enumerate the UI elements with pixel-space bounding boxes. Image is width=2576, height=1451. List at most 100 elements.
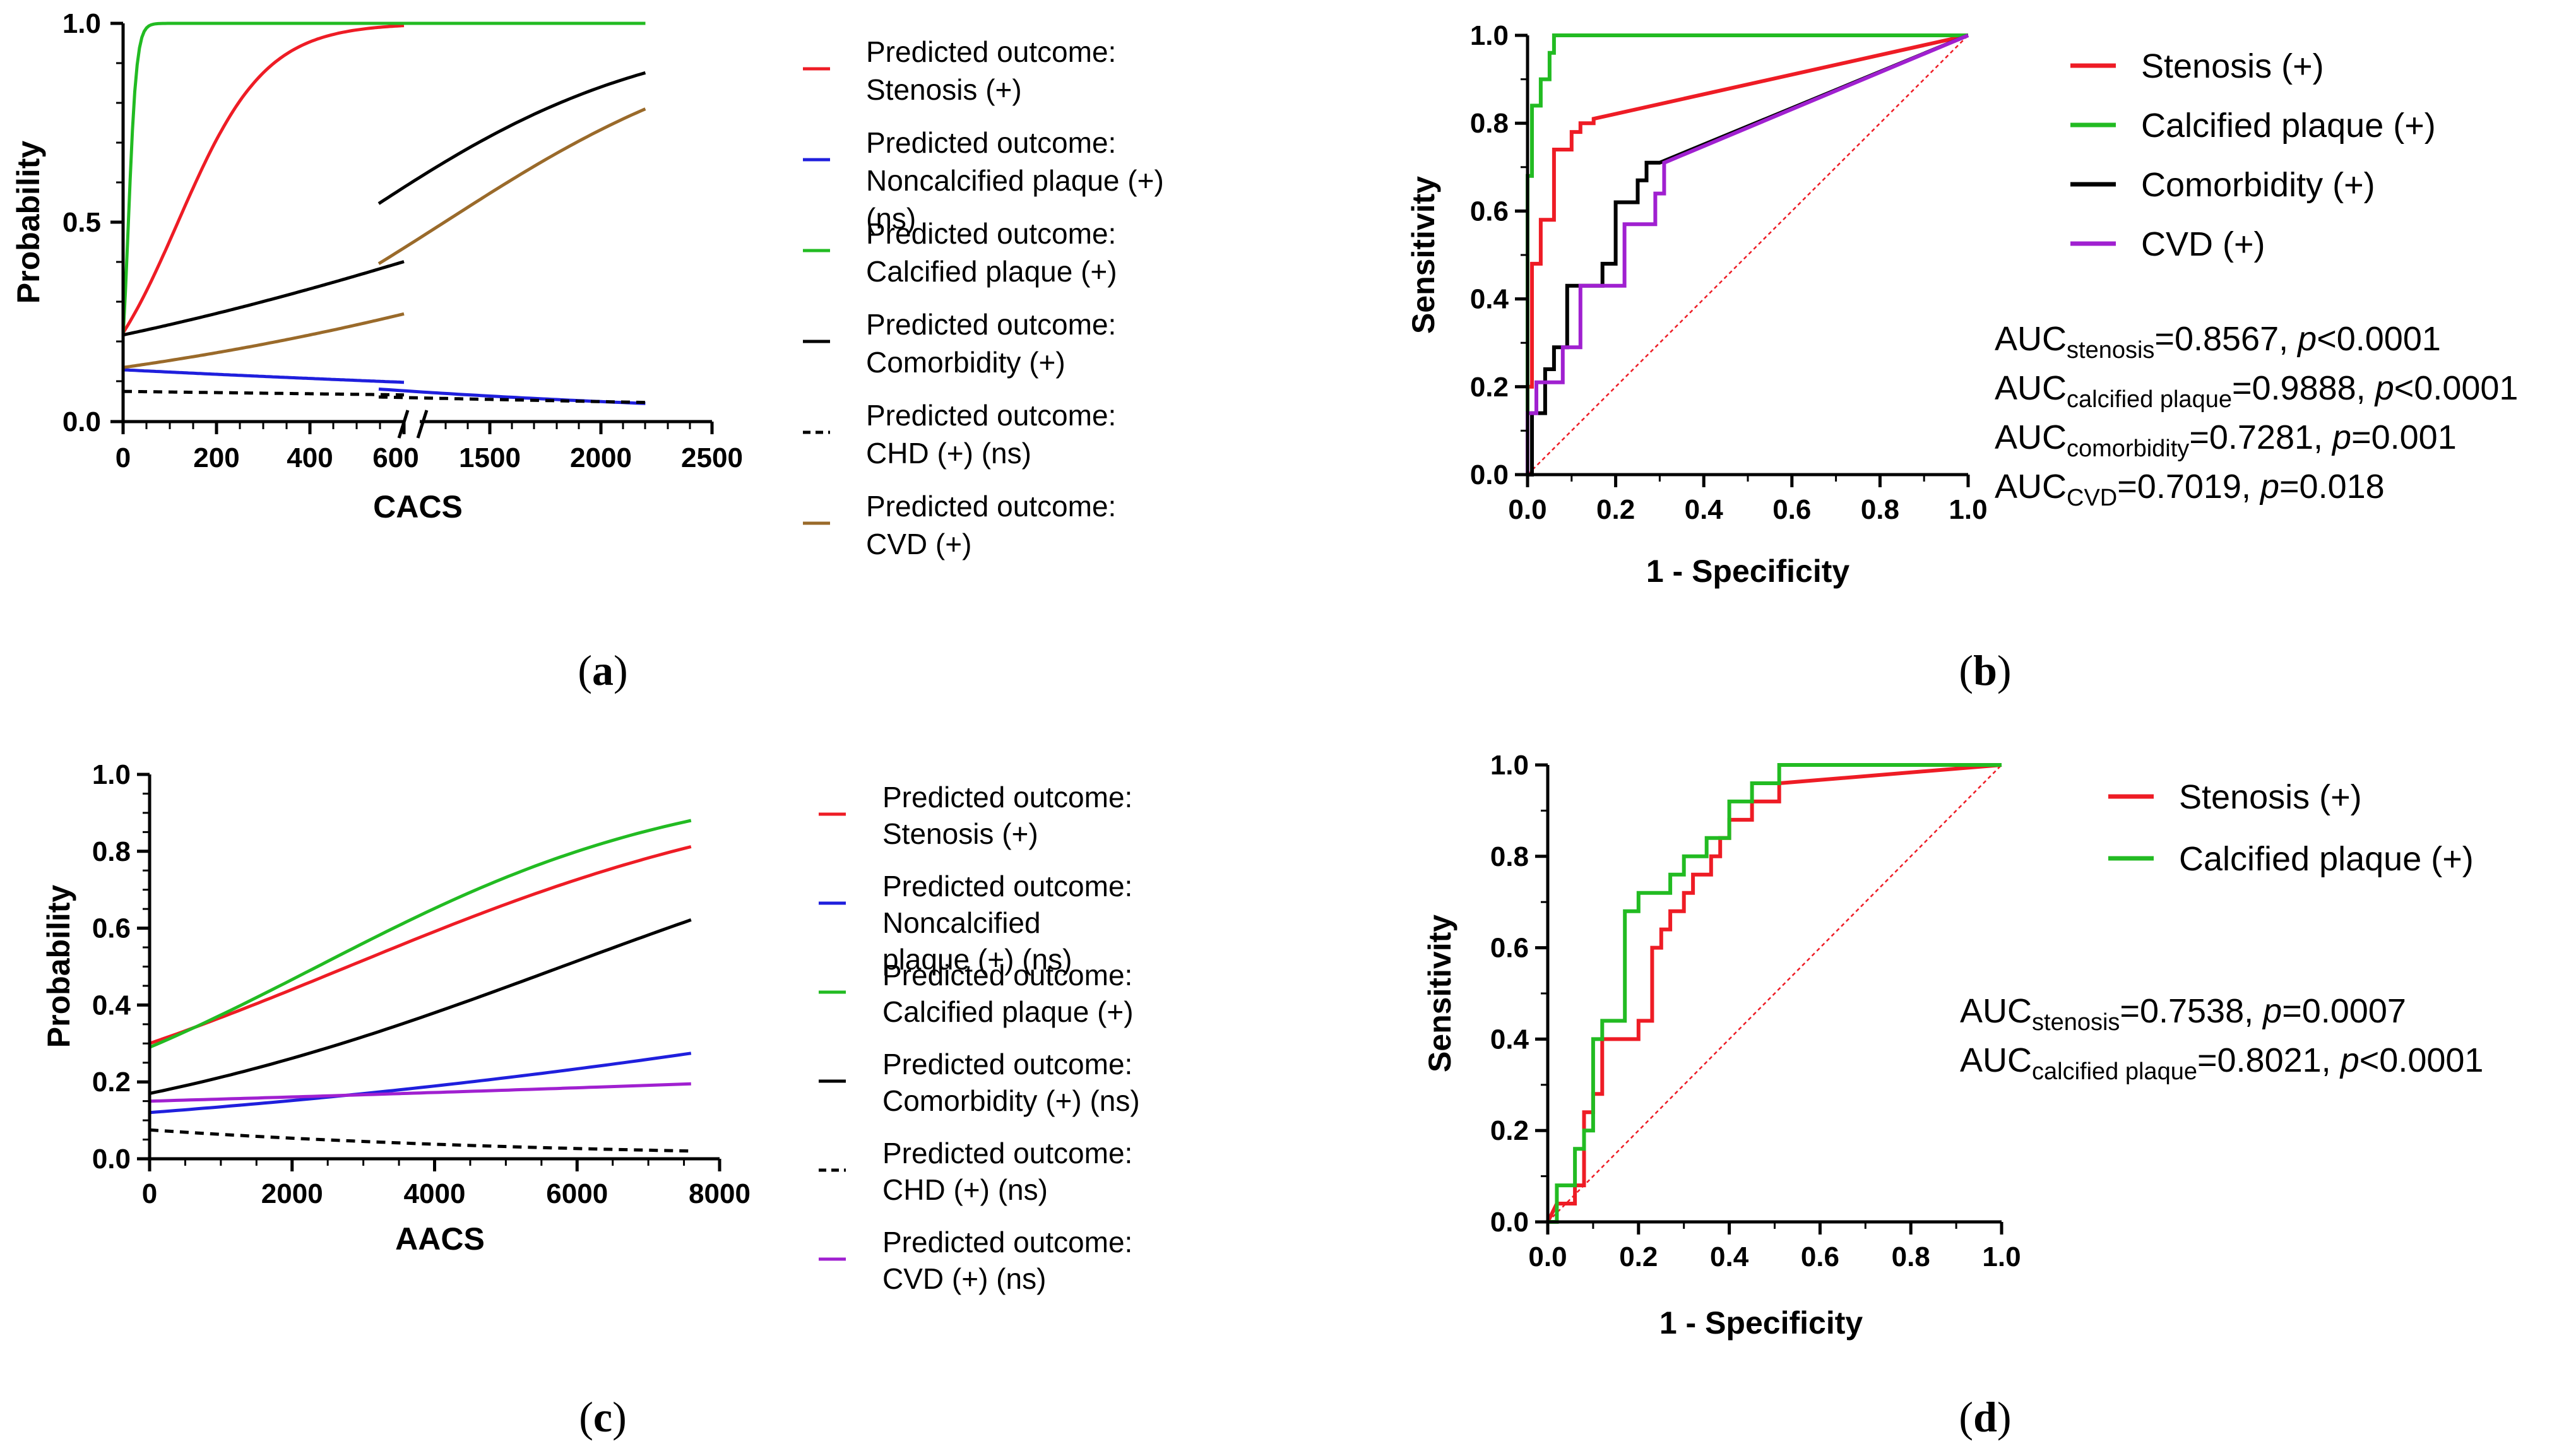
panel-b-auc-text: AUCstenosis=0.8567, p<0.0001 AUCcalcified… <box>1995 320 2518 511</box>
panel-a-series-cvd <box>122 312 405 369</box>
panel-c-legend-label: Predicted outcome: <box>882 781 1132 814</box>
panel-a-x-tick: 2000 <box>570 442 632 473</box>
panel-a-legend-label: Comorbidity (+) <box>866 346 1065 379</box>
panel-b-x-label: 1 - Specificity <box>1646 554 1850 589</box>
panel-a-legend-label: Predicted outcome: <box>866 490 1116 523</box>
panel-d-y-tick: 0.6 <box>1490 933 1529 964</box>
panel-b-y-tick: 0.8 <box>1470 108 1509 139</box>
panel-b-y-tick: 0.0 <box>1470 459 1509 490</box>
panel-a-series-comorbidity-right <box>377 71 646 205</box>
panel-b-y-tick: 0.6 <box>1470 196 1509 227</box>
panel-b-x-tick: 0.2 <box>1596 494 1635 525</box>
panel-b-x-tick: 0.6 <box>1772 494 1811 525</box>
panel-d-legend-label: Calcified plaque (+) <box>2179 840 2474 878</box>
panel-c-curves <box>149 819 692 1153</box>
panel-a-y-tick: 0.5 <box>62 207 101 238</box>
panel-c-y-tick: 1.0 <box>92 759 131 790</box>
panel-a-series-stenosis <box>121 24 405 334</box>
panel-c-legend-label: CHD (+) (ns) <box>882 1173 1048 1206</box>
panel-d-x-tick: 0.0 <box>1528 1241 1567 1272</box>
panel-c-x-tick: 8000 <box>689 1178 751 1209</box>
panel-b-chart: 0.0 0.0 0.2 0.2 0.4 0.4 0.6 0.6 0.8 0.8 1.0 1.0 1 -… <box>1406 20 2518 694</box>
panel-a-series-noncalcified-plaque <box>122 368 405 384</box>
panel-b-y-tick: 0.4 <box>1470 284 1509 315</box>
panel-a-x-tick: 400 <box>287 442 333 473</box>
panel-d-x-tick: 0.6 <box>1801 1241 1839 1272</box>
panel-d-x-tick: 1.0 <box>1982 1241 2021 1272</box>
panel-c-legend-label: plaque (+) (ns) <box>882 943 1072 976</box>
panel-a-legend-label: Predicted outcome: <box>866 399 1116 432</box>
panel-c-legend-label: Predicted outcome: <box>882 870 1132 903</box>
panel-b-legend-label: Comorbidity (+) <box>2141 166 2375 204</box>
panel-a-series-comorbidity <box>122 260 405 337</box>
panel-c-y-tick: 0.4 <box>92 990 131 1021</box>
panel-c-series-stenosis <box>149 845 692 1045</box>
panel-a-legend-label: Predicted outcome: <box>866 126 1116 159</box>
panel-a-chart: 1.0 0.5 0.0 0 200 400 600 1500 <box>11 8 1164 694</box>
panel-b-x-tick: 0.4 <box>1685 494 1724 525</box>
panel-a-legend-label: Noncalcified plaque (+) <box>866 164 1164 197</box>
panel-d-x-tick: 0.2 <box>1619 1241 1658 1272</box>
panel-b-legend-label: Calcified plaque (+) <box>2141 107 2436 145</box>
panel-b-x-tick: 0.0 <box>1508 494 1546 525</box>
panel-d-chart: 0.00.0 0.2 0.2 0.4 0.4 0.6 0.6 0.8 0.8 1.0 1.0 1 -… <box>1422 750 2483 1441</box>
panel-a-series-noncalcified-plaque-right <box>378 388 646 405</box>
panel-b-auc-line: AUCcalcified plaque=0.9888, p<0.0001 <box>1995 369 2518 413</box>
panel-b-auc-line: AUCcomorbidity=0.7281, p=0.001 <box>1995 418 2457 462</box>
panel-a-curves <box>121 21 646 405</box>
panel-c-series-chd-ns <box>149 1128 691 1153</box>
panel-d-curves <box>1546 763 2002 1224</box>
panel-d-roc-calcified-plaque <box>1548 763 2002 1224</box>
panel-d-legend: Stenosis (+) Calcified plaque (+) <box>2108 778 2474 878</box>
panel-c-label: (c) <box>579 1393 627 1441</box>
panel-a-x-tick: 2500 <box>681 442 743 473</box>
panel-c-series-comorbidity-ns <box>149 918 692 1095</box>
panel-c-series-noncalcified-plaque-ns <box>149 1051 692 1115</box>
panel-a-series-chd-ns <box>122 389 405 397</box>
panel-b-y-tick: 1.0 <box>1470 20 1509 51</box>
panel-b-roc-stenosis <box>1526 33 1969 475</box>
panel-a-y-tick: 1.0 <box>62 8 101 39</box>
panel-b-legend-label: CVD (+) <box>2141 225 2265 263</box>
panel-c-x-label: AACS <box>395 1221 485 1257</box>
panel-a-legend: Predicted outcome: Stenosis (+) Predicted … <box>803 35 1164 560</box>
panel-d-auc-text: AUCstenosis=0.7538, p=0.0007 AUCcalcified… <box>1960 992 2483 1085</box>
panel-b-y-tick: 0.2 <box>1470 372 1509 403</box>
panel-c-legend-label: Predicted outcome: <box>882 1226 1132 1259</box>
panel-a-y-label: Probability <box>11 141 46 304</box>
panel-a-legend-label: Predicted outcome: <box>866 217 1116 250</box>
panel-c-chart: 0.0 0.2 0.4 0.6 0.8 1.0 0 2000 4000 6000 8000 AACS… <box>41 759 1140 1441</box>
panel-d-auc-line: AUCcalcified plaque=0.8021, p<0.0001 <box>1960 1041 2483 1085</box>
panel-a-x-tick: 600 <box>372 442 418 473</box>
panel-b-x-tick: 1.0 <box>1949 494 1987 525</box>
panel-c-y-tick: 0.6 <box>92 913 131 944</box>
panel-d-y-label: Sensitivity <box>1422 915 1457 1072</box>
panel-c-x-tick: 6000 <box>546 1178 608 1209</box>
panel-a-legend-label: CVD (+) <box>866 528 971 560</box>
panel-d-auc-line: AUCstenosis=0.7538, p=0.0007 <box>1960 992 2406 1036</box>
panel-b-roc-calcified-plaque <box>1526 33 1968 475</box>
panel-c-legend-label: Stenosis (+) <box>882 817 1038 850</box>
panel-d-y-tick: 0.8 <box>1490 841 1529 872</box>
panel-c-y-label: Probability <box>41 885 76 1048</box>
panel-c-legend-label: Predicted outcome: <box>882 1048 1132 1081</box>
panel-d-label: (d) <box>1959 1393 2011 1441</box>
panel-b-roc-cvd <box>1526 33 1969 475</box>
panel-a-legend-label: CHD (+) (ns) <box>866 437 1031 470</box>
panel-b-label: (b) <box>1959 646 2011 694</box>
panel-b-legend-label: Stenosis (+) <box>2141 47 2324 85</box>
panel-a-series-calcified-plaque <box>121 21 404 337</box>
panel-a-y-tick: 0.0 <box>62 406 101 437</box>
panel-c-y-tick: 0.0 <box>92 1144 131 1175</box>
panel-c-x-tick: 2000 <box>261 1178 323 1209</box>
panel-a-legend-label: Calcified plaque (+) <box>866 255 1117 288</box>
panel-d-y-tick: 0.0 <box>1490 1207 1529 1238</box>
panel-a-legend-label: Stenosis (+) <box>866 73 1022 106</box>
panel-a-break-mark-2 <box>416 410 429 439</box>
panel-d-x-tick: 0.8 <box>1892 1241 1930 1272</box>
panel-a-series-cvd-right <box>377 107 646 265</box>
panel-b-x-tick: 0.8 <box>1861 494 1899 525</box>
panel-b-y-label: Sensitivity <box>1406 176 1441 334</box>
panel-b-auc-line: AUCCVD=0.7019, p=0.018 <box>1995 468 2385 511</box>
